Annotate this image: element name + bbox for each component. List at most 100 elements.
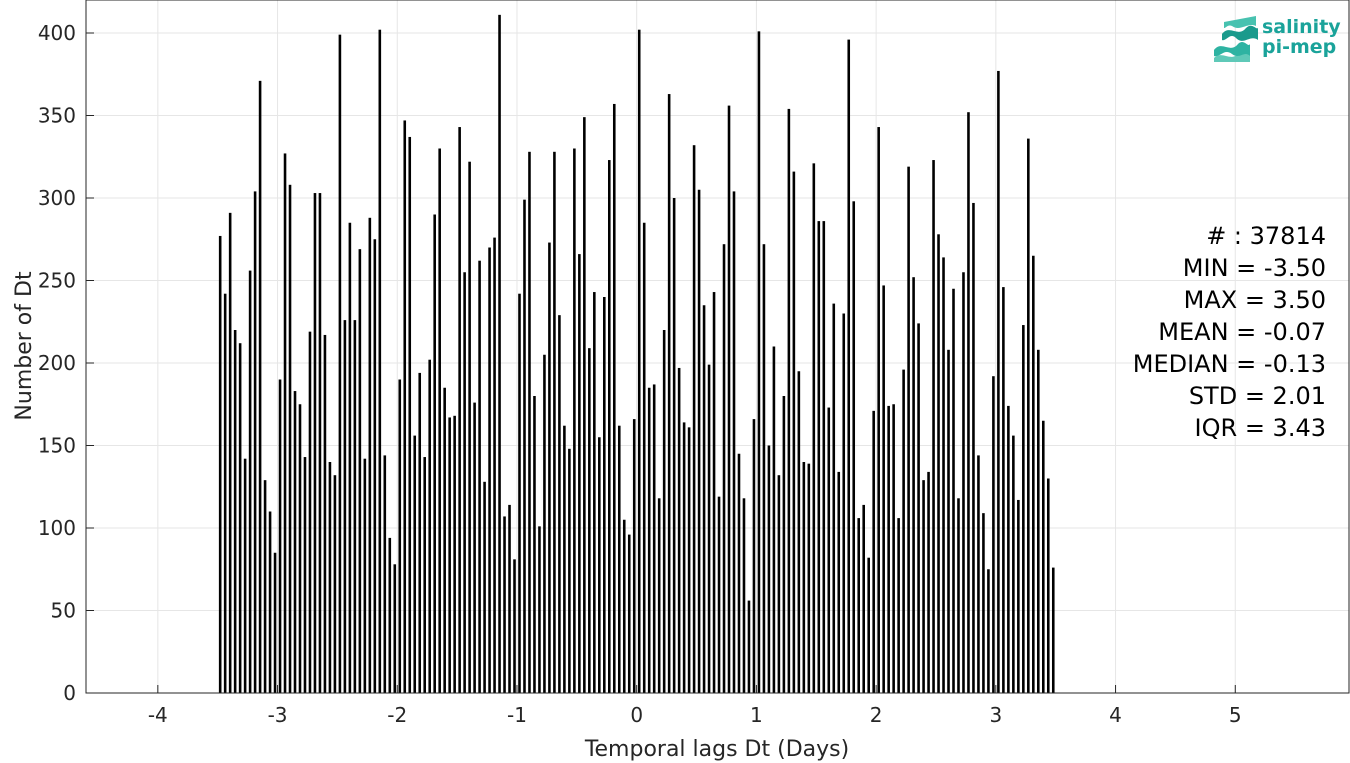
bar-66 (548, 242, 551, 694)
bar-93 (682, 422, 686, 693)
bar-102 (727, 105, 731, 694)
bar-15 (293, 391, 297, 693)
bar-100 (717, 496, 721, 693)
bar-43 (433, 214, 436, 693)
bar-51 (473, 402, 476, 693)
bar-20 (318, 193, 322, 694)
bar-81 (622, 519, 626, 693)
bar-137 (902, 369, 905, 693)
bar-110 (767, 445, 771, 693)
logo-text-pi-mep: pi-mep (1262, 36, 1336, 58)
bar-145 (942, 257, 945, 693)
bar-10 (268, 511, 272, 693)
bar-77 (603, 297, 606, 693)
y-tick-label-4: 200 (38, 351, 76, 375)
bar-144 (937, 234, 940, 694)
bar-136 (897, 518, 900, 693)
bar-44 (438, 148, 441, 693)
bar-153 (982, 513, 985, 693)
bar-7 (253, 191, 257, 693)
bar-8 (258, 80, 262, 694)
bar-62 (528, 151, 531, 694)
bar-57 (503, 516, 506, 693)
bar-131 (872, 410, 875, 693)
bar-19 (313, 193, 317, 694)
bar-11 (273, 552, 277, 693)
bar-156 (997, 70, 1000, 693)
bar-118 (807, 463, 811, 693)
y-tick-label-3: 150 (38, 434, 76, 458)
bar-26 (348, 222, 352, 693)
bar-1 (223, 293, 227, 693)
bar-122 (827, 407, 831, 693)
y-tick-label-6: 300 (38, 186, 76, 210)
bar-132 (877, 127, 880, 694)
x-axis-label: Temporal lags Dt (Days) (584, 737, 849, 762)
y-tick-label-0: 0 (63, 681, 76, 705)
plot-frame (85, 0, 1350, 694)
bar-46 (448, 417, 451, 693)
bars (218, 14, 1055, 694)
bar-105 (742, 498, 746, 693)
bar-14 (288, 184, 292, 694)
bar-135 (892, 404, 895, 693)
bar-39 (413, 435, 417, 693)
bar-163 (1032, 255, 1035, 693)
bar-124 (837, 471, 841, 693)
statistics-box: # : 37814 MIN = -3.50 MAX = 3.50 MEAN = -0.… (1133, 222, 1326, 442)
bar-152 (977, 455, 980, 693)
bar-94 (687, 427, 691, 693)
bar-55 (493, 237, 496, 693)
bar-85 (642, 222, 646, 693)
bar-121 (822, 221, 826, 693)
bar-143 (932, 160, 935, 694)
bar-116 (797, 371, 801, 693)
bar-142 (927, 471, 930, 693)
bar-31 (373, 239, 377, 693)
y-tick-label-8: 400 (38, 21, 76, 45)
bar-150 (967, 112, 970, 693)
bar-72 (578, 254, 581, 693)
bar-65 (543, 354, 546, 693)
stat-line-2: MAX = 3.50 (1184, 286, 1326, 314)
y-tick-label-5: 250 (38, 269, 76, 293)
stat-line-5: STD = 2.01 (1189, 382, 1326, 410)
bar-115 (792, 171, 796, 694)
bar-133 (882, 285, 885, 693)
stat-line-3: MEAN = -0.07 (1158, 318, 1326, 346)
bar-91 (672, 198, 676, 693)
bar-21 (323, 334, 327, 693)
bar-151 (972, 202, 975, 693)
bar-50 (468, 161, 471, 693)
bar-87 (652, 384, 656, 693)
bar-88 (657, 498, 661, 693)
bar-69 (563, 425, 566, 693)
x-tick-label-4: 0 (630, 703, 643, 727)
bar-161 (1022, 325, 1025, 693)
bar-106 (747, 600, 751, 693)
x-tick-label-0: -4 (148, 703, 168, 727)
bar-30 (368, 217, 372, 694)
bar-63 (533, 396, 536, 693)
bar-99 (712, 292, 716, 693)
bar-35 (393, 564, 397, 693)
bar-70 (568, 448, 571, 693)
bar-34 (388, 537, 392, 693)
bar-76 (598, 437, 601, 693)
bar-114 (787, 108, 791, 693)
y-axis-label: Number of Dt (12, 271, 37, 421)
stat-line-1: MIN = -3.50 (1183, 254, 1326, 282)
y-tick-label-1: 50 (51, 599, 76, 623)
bar-82 (627, 534, 631, 693)
bar-56 (498, 14, 501, 694)
y-tick-labels: 0 50 100 150 200 250 300 350 400 (38, 21, 76, 705)
x-tick-label-5: 1 (750, 703, 763, 727)
bar-160 (1017, 499, 1020, 693)
bar-36 (398, 379, 402, 693)
bar-25 (343, 320, 347, 693)
y-tick-label-2: 100 (38, 516, 76, 540)
bar-6 (248, 270, 252, 693)
bar-32 (378, 29, 382, 693)
bar-157 (1002, 287, 1005, 693)
